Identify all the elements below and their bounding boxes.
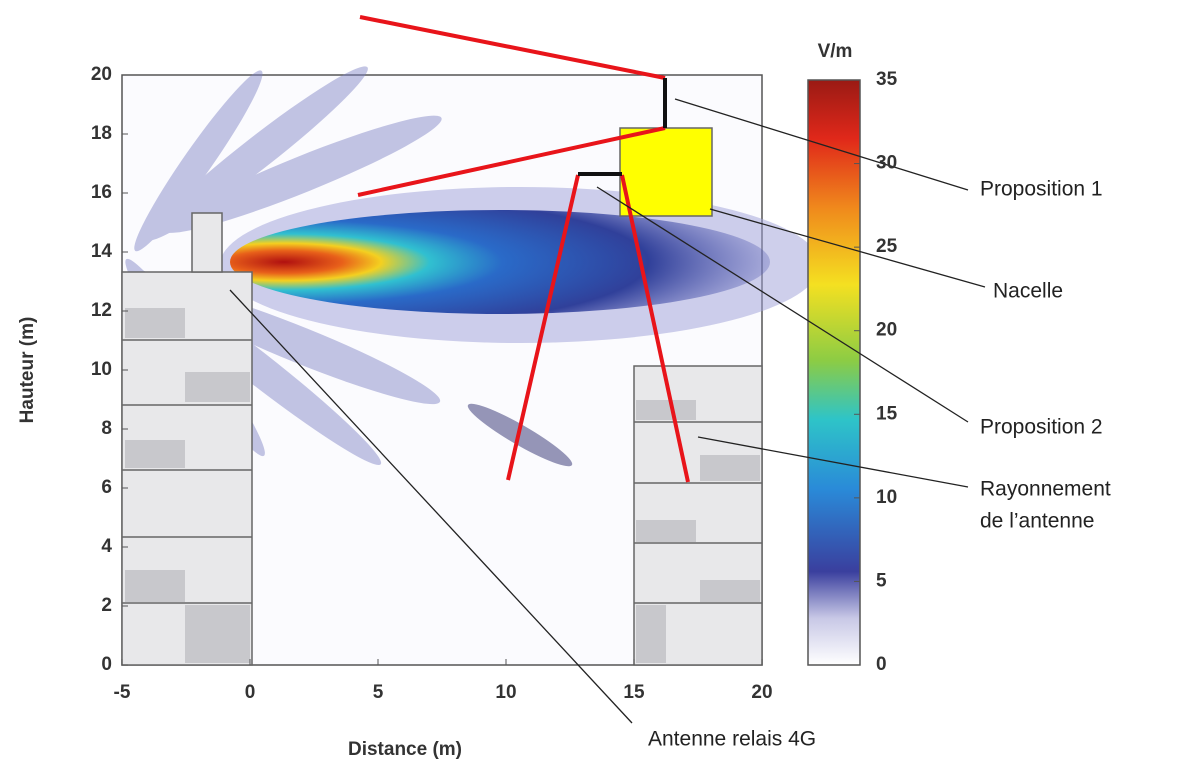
y-tick-label: 10 (91, 359, 112, 380)
colorbar-tick-label: 15 (876, 403, 898, 424)
colorbar-tick-label: 25 (876, 236, 898, 257)
y-tick-label: 8 (101, 418, 112, 439)
y-tick-label: 14 (91, 241, 113, 262)
y-tick-label: 16 (91, 182, 112, 203)
x-axis-label: Distance (m) (348, 739, 462, 760)
annotation: Nacelle (993, 280, 1063, 303)
x-tick-label: 15 (623, 682, 645, 703)
y-tick-label: 12 (91, 300, 112, 321)
annotation: Proposition 1 (980, 178, 1103, 201)
x-tick-label: 10 (495, 682, 516, 703)
y-tick-label: 20 (91, 64, 112, 85)
x-tick-label: 5 (373, 682, 384, 703)
y-tick-label: 18 (91, 123, 112, 144)
y-tick-label: 0 (101, 654, 112, 675)
y-tick-label: 2 (101, 595, 112, 616)
colorbar-tick-label: 30 (876, 153, 897, 174)
annotation: de l’antenne (980, 510, 1094, 533)
colorbar-tick-label: 10 (876, 487, 897, 508)
x-tick-label: 20 (751, 682, 772, 703)
annotation: Proposition 2 (980, 416, 1103, 439)
x-tick-label: 0 (245, 682, 256, 703)
annotation: Antenne relais 4G (648, 728, 816, 751)
y-tick-label: 4 (101, 536, 112, 557)
y-axis-label: Hauteur (m) (17, 317, 38, 424)
left-building (122, 213, 252, 665)
colorbar-tick-label: 20 (876, 320, 897, 341)
y-tick-label: 6 (101, 477, 112, 498)
figure: V/m Proposition 1 Nacelle Proposition 2 … (0, 0, 1196, 771)
colorbar-tick-label: 0 (876, 654, 887, 675)
right-building (634, 366, 762, 665)
x-tick-label: -5 (114, 682, 131, 703)
colorbar-unit: V/m (818, 41, 853, 62)
colorbar-tick-label: 5 (876, 570, 887, 591)
annotation: Rayonnement (980, 478, 1111, 501)
colorbar-tick-label: 35 (876, 69, 898, 90)
colorbar: V/m (808, 41, 860, 665)
